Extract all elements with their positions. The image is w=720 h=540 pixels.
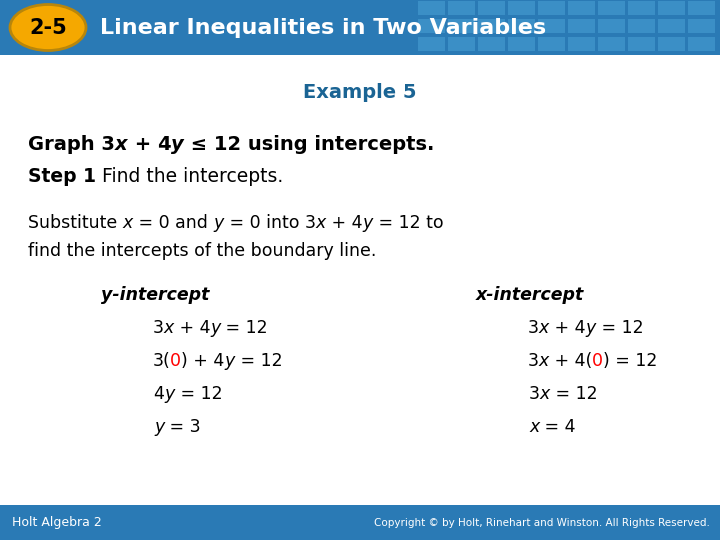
Bar <box>448 1 475 15</box>
Text: + 4: + 4 <box>127 136 171 154</box>
Text: = 12: = 12 <box>220 319 268 337</box>
Text: ) + 4: ) + 4 <box>181 352 225 370</box>
Text: 4: 4 <box>153 385 164 403</box>
Text: find the intercepts of the boundary line.: find the intercepts of the boundary line… <box>28 242 377 260</box>
Text: = 12: = 12 <box>175 385 222 403</box>
Text: y: y <box>164 385 175 403</box>
Bar <box>0 0 720 55</box>
Text: x: x <box>163 319 174 337</box>
Text: x: x <box>122 214 133 232</box>
Bar <box>508 19 535 33</box>
Text: Step 1: Step 1 <box>28 167 96 186</box>
Bar <box>658 37 685 51</box>
Bar <box>568 37 595 51</box>
Bar <box>418 37 445 51</box>
Text: 3: 3 <box>528 385 539 403</box>
Text: x: x <box>315 214 326 232</box>
Text: + 4: + 4 <box>549 319 585 337</box>
Text: 3: 3 <box>528 319 539 337</box>
Text: x: x <box>539 319 549 337</box>
Bar <box>418 19 445 33</box>
Text: Graph 3: Graph 3 <box>28 136 115 154</box>
Bar <box>418 1 445 15</box>
Text: Find the intercepts.: Find the intercepts. <box>96 167 283 186</box>
Text: + 4(: + 4( <box>549 352 592 370</box>
Text: Holt Algebra 2: Holt Algebra 2 <box>12 516 102 529</box>
Bar <box>448 19 475 33</box>
Text: = 12: = 12 <box>595 319 643 337</box>
Text: 3(: 3( <box>153 352 170 370</box>
Bar <box>568 19 595 33</box>
Text: y: y <box>362 214 373 232</box>
Text: x: x <box>539 385 550 403</box>
Text: = 0 and: = 0 and <box>133 214 213 232</box>
Text: 0: 0 <box>592 352 603 370</box>
Text: ≤ 12 using intercepts.: ≤ 12 using intercepts. <box>184 136 434 154</box>
Text: Linear Inequalities in Two Variables: Linear Inequalities in Two Variables <box>100 17 546 37</box>
Bar <box>688 19 715 33</box>
Bar <box>0 505 720 540</box>
Bar <box>628 1 655 15</box>
Text: y: y <box>225 352 235 370</box>
Text: + 4: + 4 <box>174 319 210 337</box>
Bar <box>538 1 565 15</box>
Bar <box>478 37 505 51</box>
Bar <box>448 37 475 51</box>
Text: = 4: = 4 <box>539 418 576 436</box>
Bar <box>598 19 625 33</box>
Bar <box>598 37 625 51</box>
Bar <box>478 19 505 33</box>
Bar <box>568 1 595 15</box>
Text: 3: 3 <box>528 352 539 370</box>
Bar <box>598 1 625 15</box>
Text: y: y <box>154 418 164 436</box>
Bar <box>538 37 565 51</box>
Text: = 0 into 3: = 0 into 3 <box>224 214 315 232</box>
Text: = 3: = 3 <box>164 418 201 436</box>
Text: x: x <box>115 136 127 154</box>
Bar <box>478 1 505 15</box>
Text: 2-5: 2-5 <box>29 17 67 37</box>
Text: y: y <box>213 214 224 232</box>
Text: = 12: = 12 <box>550 385 598 403</box>
Text: 3: 3 <box>153 319 163 337</box>
Bar <box>628 37 655 51</box>
Bar <box>538 19 565 33</box>
Text: = 12 to: = 12 to <box>373 214 444 232</box>
Text: = 12: = 12 <box>235 352 282 370</box>
Text: Example 5: Example 5 <box>303 84 417 103</box>
Bar <box>658 19 685 33</box>
Bar <box>688 1 715 15</box>
Text: ) = 12: ) = 12 <box>603 352 657 370</box>
Ellipse shape <box>10 4 86 51</box>
Bar <box>628 19 655 33</box>
Text: y: y <box>210 319 220 337</box>
Text: 0: 0 <box>170 352 181 370</box>
Bar <box>658 1 685 15</box>
Text: y-intercept: y-intercept <box>101 286 210 304</box>
Bar <box>508 1 535 15</box>
Text: Substitute: Substitute <box>28 214 122 232</box>
Text: y: y <box>585 319 595 337</box>
Text: Copyright © by Holt, Rinehart and Winston. All Rights Reserved.: Copyright © by Holt, Rinehart and Winsto… <box>374 517 710 528</box>
Bar <box>508 37 535 51</box>
Text: x: x <box>529 418 539 436</box>
Text: + 4: + 4 <box>326 214 362 232</box>
Text: y: y <box>171 136 184 154</box>
Text: x-intercept: x-intercept <box>476 286 584 304</box>
Text: x: x <box>539 352 549 370</box>
Bar <box>688 37 715 51</box>
